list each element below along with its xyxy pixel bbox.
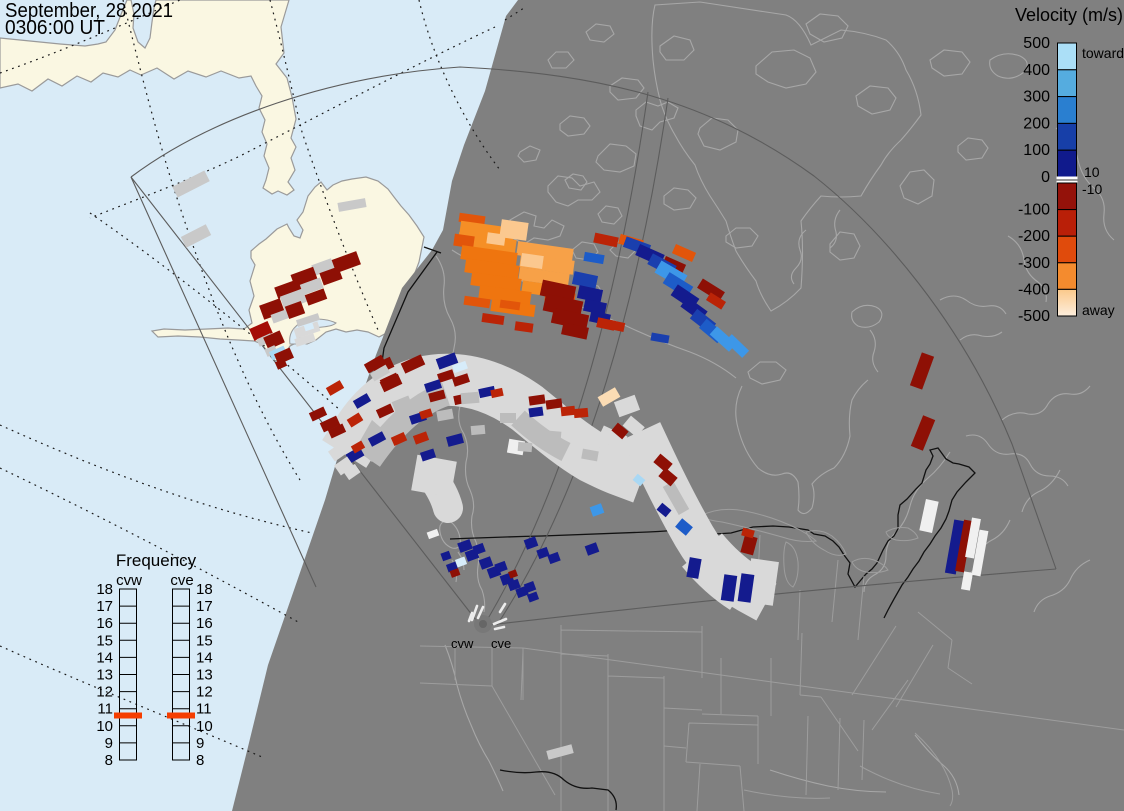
svg-text:-500: -500 — [1018, 308, 1050, 325]
svg-text:10: 10 — [96, 718, 113, 735]
svg-text:9: 9 — [196, 735, 204, 752]
svg-text:13: 13 — [96, 667, 113, 684]
svg-text:18: 18 — [196, 581, 213, 598]
svg-text:13: 13 — [196, 667, 213, 684]
svg-text:200: 200 — [1023, 115, 1050, 132]
svg-text:cve: cve — [170, 572, 193, 589]
svg-text:10: 10 — [196, 718, 213, 735]
svg-text:18: 18 — [96, 581, 113, 598]
svg-text:September, 28 2021: September, 28 2021 — [5, 0, 173, 22]
svg-text:12: 12 — [196, 684, 213, 701]
svg-text:toward: toward — [1082, 45, 1124, 61]
svg-text:15: 15 — [196, 632, 213, 649]
svg-text:9: 9 — [105, 735, 113, 752]
svg-text:cvw: cvw — [451, 636, 474, 651]
svg-text:cvw: cvw — [116, 572, 142, 589]
svg-text:500: 500 — [1023, 35, 1050, 52]
svg-text:Frequency: Frequency — [116, 551, 197, 570]
svg-text:Velocity (m/s): Velocity (m/s) — [1015, 5, 1123, 25]
svg-text:17: 17 — [196, 598, 213, 615]
svg-text:-200: -200 — [1018, 228, 1050, 245]
svg-text:0306:00 UT: 0306:00 UT — [5, 17, 105, 39]
svg-text:11: 11 — [97, 701, 113, 718]
svg-text:16: 16 — [96, 615, 113, 632]
svg-text:14: 14 — [196, 649, 213, 666]
svg-text:12: 12 — [96, 684, 113, 701]
svg-text:100: 100 — [1023, 142, 1050, 159]
svg-text:8: 8 — [196, 752, 204, 769]
svg-text:cve: cve — [491, 636, 511, 651]
svg-text:16: 16 — [196, 615, 213, 632]
svg-text:0: 0 — [1041, 169, 1050, 186]
svg-text:400: 400 — [1023, 62, 1050, 79]
svg-text:-400: -400 — [1018, 281, 1050, 298]
svg-text:10: 10 — [1084, 164, 1100, 180]
svg-text:-300: -300 — [1018, 255, 1050, 272]
svg-text:8: 8 — [105, 752, 113, 769]
svg-text:away: away — [1082, 302, 1115, 318]
svg-text:15: 15 — [96, 632, 113, 649]
svg-text:-10: -10 — [1082, 181, 1102, 197]
svg-text:11: 11 — [196, 701, 212, 718]
svg-text:-100: -100 — [1018, 202, 1050, 219]
svg-text:300: 300 — [1023, 89, 1050, 106]
svg-text:17: 17 — [96, 598, 113, 615]
svg-text:14: 14 — [96, 649, 113, 666]
